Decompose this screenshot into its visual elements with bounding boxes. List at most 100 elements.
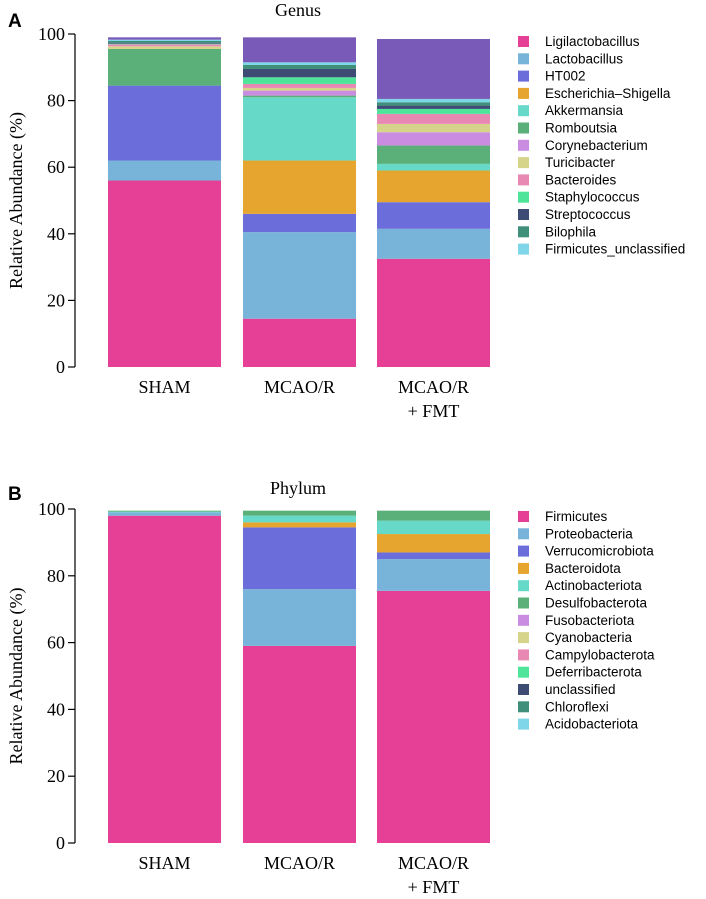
bar-segment [108,42,221,44]
legend-swatch [518,649,529,661]
legend-swatch [518,580,529,592]
legend-label: Proteobacteria [545,526,633,541]
bar-segment [243,522,356,528]
legend-swatch [518,597,529,609]
bar-segment [377,145,490,164]
legend-label: Deferribacterota [545,665,642,680]
bar-segment [243,68,356,78]
bar-segment [108,85,221,161]
bar-segment [243,97,356,161]
bar-segment [243,515,356,523]
panel-label: A [8,11,22,32]
legend-swatch [518,157,529,169]
bar-segment [377,228,490,259]
legend-swatch [518,701,529,713]
legend-label: Chloroflexi [545,699,609,714]
bar-segment [377,163,490,171]
legend-swatch [518,528,529,540]
legend-label: Akkermansia [545,103,624,118]
chart-title: Genus [275,0,321,20]
y-tick-label: 60 [47,633,65,653]
y-tick-label: 40 [47,224,65,244]
legend-label: Lactobacillus [545,51,623,66]
legend-label: Firmicutes [545,509,608,524]
bar-segment [243,77,356,84]
bar-segment [243,318,356,367]
bar-segment [377,38,490,99]
legend-swatch [518,718,529,730]
bar-segment [108,180,221,367]
legend-label: Romboutsia [545,121,618,136]
legend-swatch [518,684,529,695]
bar-segment [377,559,490,591]
legend-label: Cyanobacteria [545,630,633,645]
bar-segment [377,102,490,106]
x-category-label: MCAO/R [264,377,335,397]
legend-label: Actinobacteriota [545,578,642,593]
legend-label: Escherichia–Shigella [545,86,671,101]
bar-segment [243,589,356,646]
legend-swatch [518,174,529,186]
bar-segment [108,510,221,512]
bar-segment [377,123,490,133]
x-category-label: MCAO/R [264,853,335,873]
bar-segment [377,590,490,843]
bar-segment [108,46,221,49]
x-category-label: MCAO/R [398,377,469,397]
legend-label: Corynebacterium [545,138,648,153]
legend-label: Turicibacter [545,155,616,170]
x-category-label-line2: + FMT [408,877,460,897]
bar-segment [243,95,356,98]
y-tick-label: 100 [38,24,65,44]
bar-segment [108,48,221,86]
bar-segment [377,534,490,553]
bar-segment [377,170,490,203]
bar-segment [377,258,490,367]
panel-genus: A Genus Relative Abundance (%) 0 20 40 60 80 100… [6,0,685,421]
legend-label: Desulfobacterota [545,596,648,611]
legend-label: Streptococcus [545,207,631,222]
legend-swatch [518,53,529,65]
bar-segment [243,213,356,233]
panel-label: B [8,484,22,505]
legend-swatch [518,614,529,626]
legend-swatch [518,105,529,117]
legend-label: Bacteroides [545,172,617,187]
y-tick-label: 20 [47,290,65,310]
bar-segment [243,160,356,214]
x-category-label-line2: + FMT [408,401,460,421]
legend-swatch [518,562,529,574]
y-axis-label: Relative Abundance (%) [6,112,27,289]
bar-segment [377,108,490,114]
bar-segment [243,87,356,91]
y-tick-label: 60 [47,157,65,177]
y-axis-label: Relative Abundance (%) [6,588,27,765]
bar-segment [108,43,221,45]
legend-label: unclassified [545,682,616,697]
bar-segment [108,40,221,43]
bar-segment [108,512,221,516]
bar-segment [243,645,356,843]
bar-segment [377,202,490,229]
legend-swatch [518,511,529,522]
legend-swatch [518,243,529,255]
x-category-label: MCAO/R [398,853,469,873]
bar-segment [108,44,221,47]
y-tick-label: 40 [47,699,65,719]
bar-segment [243,83,356,88]
legend-swatch [518,139,529,151]
legend-swatch [518,36,529,47]
legend-label: HT002 [545,69,586,84]
bar-segment [377,132,490,146]
legend-label: Staphylococcus [545,190,640,205]
legend-swatch [518,632,529,644]
legend-swatch [518,666,529,678]
bar-segment [243,37,356,63]
bar-segment [377,520,490,535]
bar-segment [108,37,221,40]
legend-label: Acidobacteriota [545,717,639,732]
bar-segment [108,39,221,41]
y-tick-label: 80 [47,566,65,586]
bar-segment [243,527,356,590]
